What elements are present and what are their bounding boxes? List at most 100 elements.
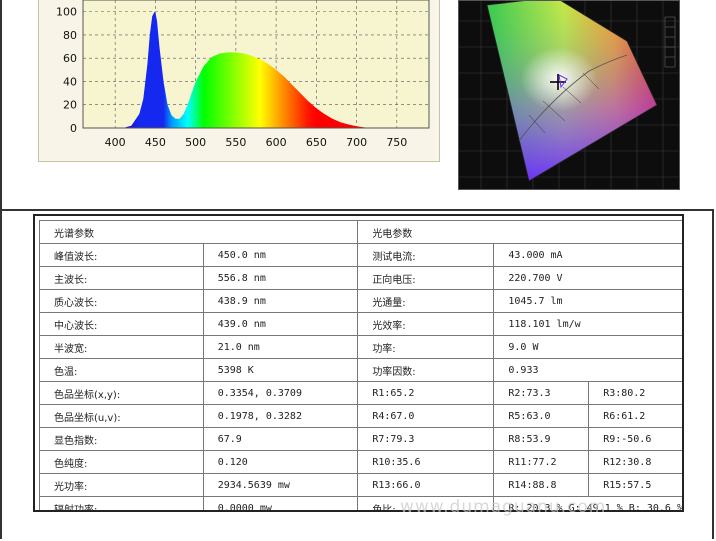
x-tick-label: 750 (386, 136, 407, 149)
table-row: 色品坐标(u,v): 0.1978, 0.3282 R4:67.0 R5:63.0 R6… (39, 404, 682, 428)
axis-ticks: 400 450 500 550 600 650 700 750 100 80 60 40 20 0 (56, 6, 407, 149)
y-tick-label: 0 (70, 122, 77, 135)
param-value: 118.101 lm/w (493, 312, 682, 336)
y-tick-label: 40 (63, 75, 77, 88)
param-label: 光效率: (357, 312, 495, 336)
x-tick-label: 650 (306, 136, 327, 149)
param-value: 0.0000 mw (202, 496, 359, 510)
x-tick-label: 550 (225, 136, 246, 149)
planckian-locus (518, 54, 628, 142)
y-tick-label: 60 (63, 52, 77, 65)
param-label: 光功率: (39, 473, 204, 497)
param-value: 220.700 V (493, 266, 682, 290)
param-label: 半波宽: (39, 335, 204, 359)
table-row: 质心波长: 438.9 nm 光通量: 1045.7 lm (39, 289, 682, 313)
param-value: 21.0 nm (202, 335, 359, 359)
table-row: 色品坐标(x,y): 0.3354, 0.3709 R1:65.2 R2:73.3 R3… (39, 381, 682, 405)
table-row: 峰值波长: 450.0 nm 测试电流: 43.000 mA (39, 243, 682, 267)
color-rendering-index: R3:80.2 (588, 381, 682, 405)
spectral-locus (486, 1, 658, 182)
color-rendering-index: R12:30.8 (588, 450, 682, 474)
y-tick-label: 80 (63, 29, 77, 42)
color-rendering-index: R9:-50.6 (588, 427, 682, 451)
param-value: 2934.5639 mw (202, 473, 359, 497)
table-row: 主波长: 556.8 nm 正向电压: 220.700 V (39, 266, 682, 290)
param-value: 0.933 (493, 358, 682, 382)
param-value: 450.0 nm (202, 243, 359, 267)
x-tick-label: 700 (346, 136, 367, 149)
color-rendering-index: R7:79.3 (357, 427, 495, 451)
table-row: 辐射功率: 0.0000 mw 色比: R: 20.3 % G: 49.1 % B: … (39, 496, 682, 510)
table-row: 半波宽: 21.0 nm 功率: 9.0 W (39, 335, 682, 359)
plot-frame (82, 0, 430, 129)
color-rendering-index: R4:67.0 (357, 404, 495, 428)
isotemperature-lines (528, 72, 600, 134)
section-heading-spectral: 光谱参数 (38, 220, 359, 244)
spectrum-chart: 400 450 500 550 600 650 700 750 100 80 60 40 20 0 (56, 0, 430, 149)
color-rendering-index: R13:66.0 (357, 473, 495, 497)
x-tick-label: 450 (145, 136, 166, 149)
param-value: 43.000 mA (493, 243, 682, 267)
param-label: 测试电流: (357, 243, 495, 267)
param-label: 主波长: (39, 266, 204, 290)
cie-chromaticity-diagram (458, 0, 680, 190)
param-label: 色纯度: (39, 450, 204, 474)
y-tick-label: 20 (63, 99, 77, 112)
param-label: 色比: (357, 496, 495, 510)
color-rendering-index: R14:88.8 (493, 473, 590, 497)
color-rendering-index: R5:63.0 (493, 404, 590, 428)
table-row: 色温: 5398 K 功率因数: 0.933 (39, 358, 682, 382)
watermark: www.dumaguanu.com (400, 497, 607, 517)
param-label: 辐射功率: (39, 496, 204, 510)
param-value: 439.0 nm (202, 312, 359, 336)
gamut-triangle (558, 74, 568, 89)
x-tick-label: 400 (105, 136, 126, 149)
param-value: 556.8 nm (202, 266, 359, 290)
param-label: 光通量: (357, 289, 495, 313)
cie-diagram-graphic (459, 1, 679, 189)
param-label: 显色指数: (39, 427, 204, 451)
parameter-table-frame: 光谱参数 光电参数 峰值波长: 450.0 nm 测试电流: 43.000 mA 主波长: 5… (33, 214, 684, 512)
measured-point-marker (550, 74, 566, 90)
param-value: 67.9 (202, 427, 359, 451)
parameter-table: 光谱参数 光电参数 峰值波长: 450.0 nm 测试电流: 43.000 mA 主波长: 5… (38, 220, 682, 510)
spectrum-chart-panel: 400 450 500 550 600 650 700 750 100 80 60 40 20 0 (38, 0, 440, 162)
color-rendering-index: R11:77.2 (493, 450, 590, 474)
cie-side-scale (664, 16, 676, 68)
param-value: 9.0 W (493, 335, 682, 359)
table-row: 色纯度: 0.120 R10:35.6 R11:77.2 R12:30.8 (39, 450, 682, 474)
y-tick-label: 100 (56, 6, 77, 19)
color-rendering-index: R1:65.2 (357, 381, 495, 405)
param-value: 5398 K (202, 358, 359, 382)
color-rendering-index: R10:35.6 (357, 450, 495, 474)
color-rendering-index: R2:73.3 (493, 381, 590, 405)
x-tick-label: 600 (266, 136, 287, 149)
section-heading-photoelectric: 光电参数 (357, 220, 682, 244)
color-rendering-index: R6:61.2 (588, 404, 682, 428)
table-row: 中心波长: 439.0 nm 光效率: 118.101 lm/w (39, 312, 682, 336)
param-value: 0.1978, 0.3282 (202, 404, 359, 428)
param-label: 中心波长: (39, 312, 204, 336)
param-label: 色温: (39, 358, 204, 382)
param-value: 0.3354, 0.3709 (202, 381, 359, 405)
section-divider (2, 209, 714, 211)
color-rendering-index: R15:57.5 (588, 473, 682, 497)
param-label: 功率: (357, 335, 495, 359)
param-label: 色品坐标(u,v): (39, 404, 204, 428)
color-rendering-index: R8:53.9 (493, 427, 590, 451)
param-label: 色品坐标(x,y): (39, 381, 204, 405)
color-ratio-value: R: 20.3 % G: 49.1 % B: 30.6 % (493, 496, 682, 510)
x-tick-label: 500 (185, 136, 206, 149)
param-label: 峰值波长: (39, 243, 204, 267)
param-label: 质心波长: (39, 289, 204, 313)
table-row: 光功率: 2934.5639 mw R13:66.0 R14:88.8 R15:57.5 (39, 473, 682, 497)
table-row: 显色指数: 67.9 R7:79.3 R8:53.9 R9:-50.6 (39, 427, 682, 451)
param-label: 功率因数: (357, 358, 495, 382)
cie-white-region (511, 43, 607, 123)
param-value: 0.120 (202, 450, 359, 474)
param-label: 正向电压: (357, 266, 495, 290)
table-header-row: 光谱参数 光电参数 (38, 220, 682, 244)
param-value: 438.9 nm (202, 289, 359, 313)
param-value: 1045.7 lm (493, 289, 682, 313)
